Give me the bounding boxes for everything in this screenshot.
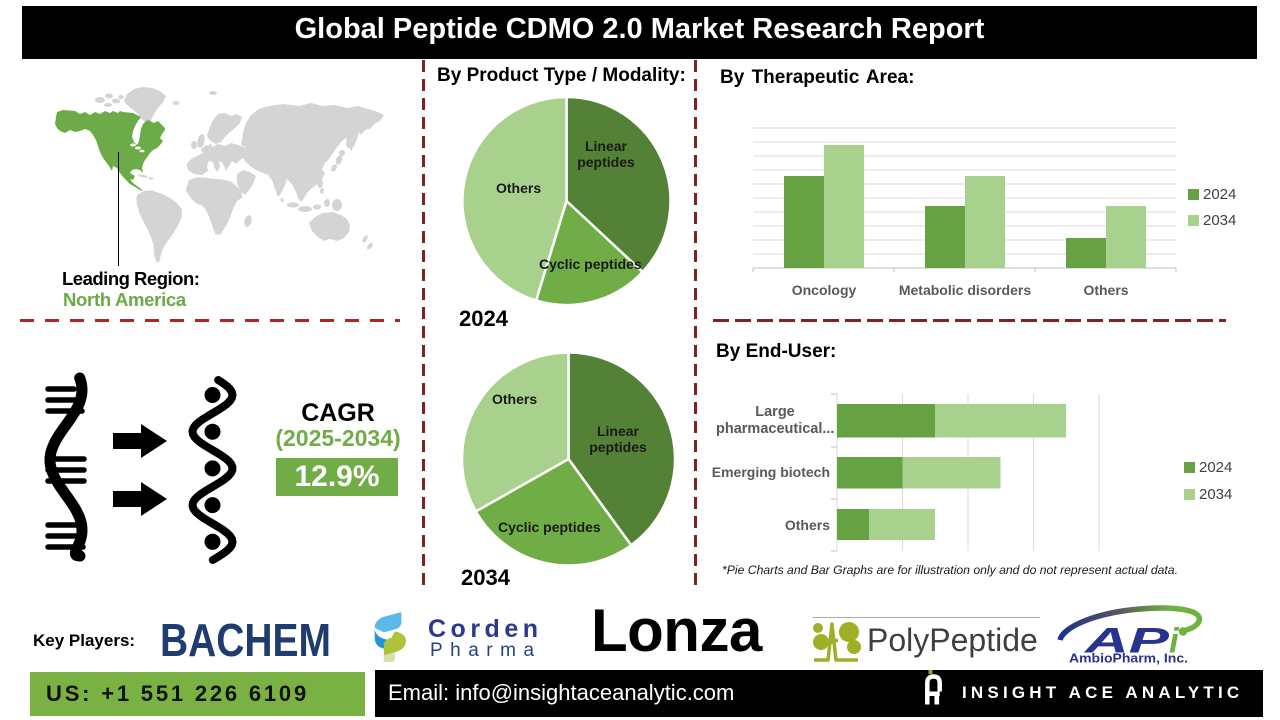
svg-text:AP: AP xyxy=(1083,622,1170,661)
svg-text:i: i xyxy=(1169,622,1180,661)
svg-text:AmbioPharm, Inc.: AmbioPharm, Inc. xyxy=(1069,652,1188,666)
